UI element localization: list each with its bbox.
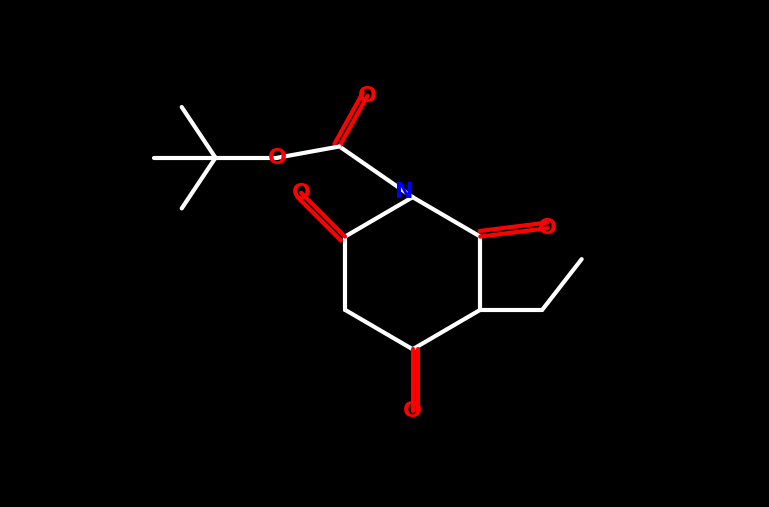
Text: O: O bbox=[291, 183, 311, 203]
Text: O: O bbox=[268, 148, 287, 168]
Text: N: N bbox=[395, 182, 414, 202]
Text: O: O bbox=[358, 86, 377, 106]
Text: O: O bbox=[403, 401, 422, 421]
Text: O: O bbox=[538, 218, 558, 238]
